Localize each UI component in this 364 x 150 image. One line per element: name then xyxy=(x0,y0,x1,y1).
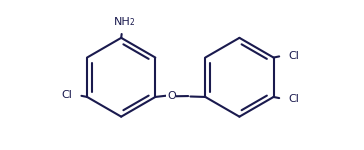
Text: NH: NH xyxy=(114,17,131,27)
Text: Cl: Cl xyxy=(62,90,72,100)
Text: O: O xyxy=(167,91,176,101)
Text: Cl: Cl xyxy=(288,51,299,61)
Text: 2: 2 xyxy=(130,18,135,27)
Text: Cl: Cl xyxy=(288,94,299,104)
